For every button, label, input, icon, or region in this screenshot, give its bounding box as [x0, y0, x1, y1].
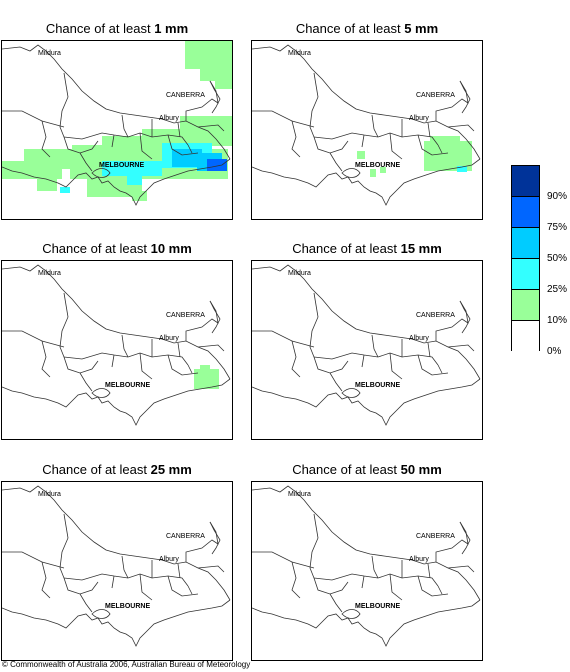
label-canberra: CANBERRA: [416, 92, 455, 99]
map-svg: Mildura CANBERRA Albury MELBOURNE: [2, 41, 232, 206]
panel-title: Chance of at least 5 mm: [295, 21, 439, 36]
map-svg: Mildura CANBERRA Albury MELBOURNE: [252, 44, 481, 206]
label-melbourne: MELBOURNE: [355, 162, 400, 169]
map-svg: Mildura CANBERRA Albury MELBOURNE: [2, 264, 231, 426]
map-25mm: Mildura CANBERRA Albury MELBOURNE: [1, 481, 233, 661]
map-10mm: Mildura CANBERRA Albury MELBOURNE: [1, 260, 233, 440]
map-svg: Mildura CANBERRA Albury MELBOURNE: [2, 485, 231, 647]
label-melbourne: MELBOURNE: [105, 382, 150, 389]
map-svg: Mildura CANBERRA Albury MELBOURNE: [252, 264, 481, 426]
panel-25mm: Chance of at least 25 mm Mildura CANBERR…: [1, 462, 233, 672]
legend-swatch-90: [511, 165, 540, 196]
label-albury: Albury: [409, 556, 429, 563]
panel-50mm: Chance of at least 50 mm Mildura CANBERR…: [251, 462, 483, 672]
legend-swatch-25: [511, 258, 540, 289]
legend-label-75: 75%: [547, 222, 568, 233]
panel-10mm: Chance of at least 10 mm Mildura CANBERR…: [1, 241, 233, 451]
copyright-notice: © Commonwealth of Australia 2006, Austra…: [2, 660, 251, 669]
map-1mm: Mildura CANBERRA Albury MELBOURNE: [1, 40, 233, 220]
label-canberra: CANBERRA: [416, 533, 455, 540]
label-mildura: Mildura: [288, 50, 311, 57]
label-canberra: CANBERRA: [166, 92, 205, 99]
panel-title: Chance of at least 50 mm: [292, 462, 442, 477]
legend-swatch-10: [511, 289, 540, 320]
legend-swatch-50: [511, 227, 540, 258]
map-50mm: Mildura CANBERRA Albury MELBOURNE: [251, 481, 483, 661]
panel-15mm: Chance of at least 15 mm Mildura CANBERR…: [251, 241, 483, 451]
label-mildura: Mildura: [38, 491, 61, 498]
label-melbourne: MELBOURNE: [355, 382, 400, 389]
map-15mm: Mildura CANBERRA Albury MELBOURNE: [251, 260, 483, 440]
legend-label-10: 10%: [547, 315, 568, 326]
label-albury: Albury: [159, 335, 179, 342]
rain-shading: [357, 136, 472, 177]
panel-title: Chance of at least 1 mm: [45, 21, 189, 36]
label-albury: Albury: [409, 115, 429, 122]
label-melbourne: MELBOURNE: [355, 603, 400, 610]
label-albury: Albury: [159, 115, 179, 122]
legend-label-0: 0%: [547, 346, 562, 357]
panel-title: Chance of at least 10 mm: [42, 241, 192, 256]
panel-title: Chance of at least 25 mm: [42, 462, 192, 477]
label-albury: Albury: [409, 335, 429, 342]
rain-shading: [194, 365, 219, 389]
legend-label-90: 90%: [547, 191, 568, 202]
label-mildura: Mildura: [288, 270, 311, 277]
label-mildura: Mildura: [288, 491, 311, 498]
label-mildura: Mildura: [38, 270, 61, 277]
label-canberra: CANBERRA: [416, 312, 455, 319]
label-mildura: Mildura: [38, 50, 61, 57]
legend-swatch-75: [511, 196, 540, 227]
label-melbourne: MELBOURNE: [105, 603, 150, 610]
panel-title: Chance of at least 15 mm: [292, 241, 442, 256]
panel-5mm: Chance of at least 5 mm Mildura CANBERRA…: [251, 21, 483, 231]
label-canberra: CANBERRA: [166, 533, 205, 540]
panel-1mm: Chance of at least 1 mm: [1, 21, 233, 231]
legend-label-25: 25%: [547, 284, 568, 295]
rain-shading: [2, 41, 232, 201]
legend-label-50: 50%: [547, 253, 568, 264]
legend: 90% 75% 50% 25% 10% 0%: [511, 165, 567, 357]
legend-swatch-0: [511, 320, 540, 351]
label-melbourne: MELBOURNE: [99, 162, 144, 169]
map-svg: Mildura CANBERRA Albury MELBOURNE: [252, 485, 481, 647]
map-5mm: Mildura CANBERRA Albury MELBOURNE: [251, 40, 483, 220]
label-albury: Albury: [159, 556, 179, 563]
label-canberra: CANBERRA: [166, 312, 205, 319]
